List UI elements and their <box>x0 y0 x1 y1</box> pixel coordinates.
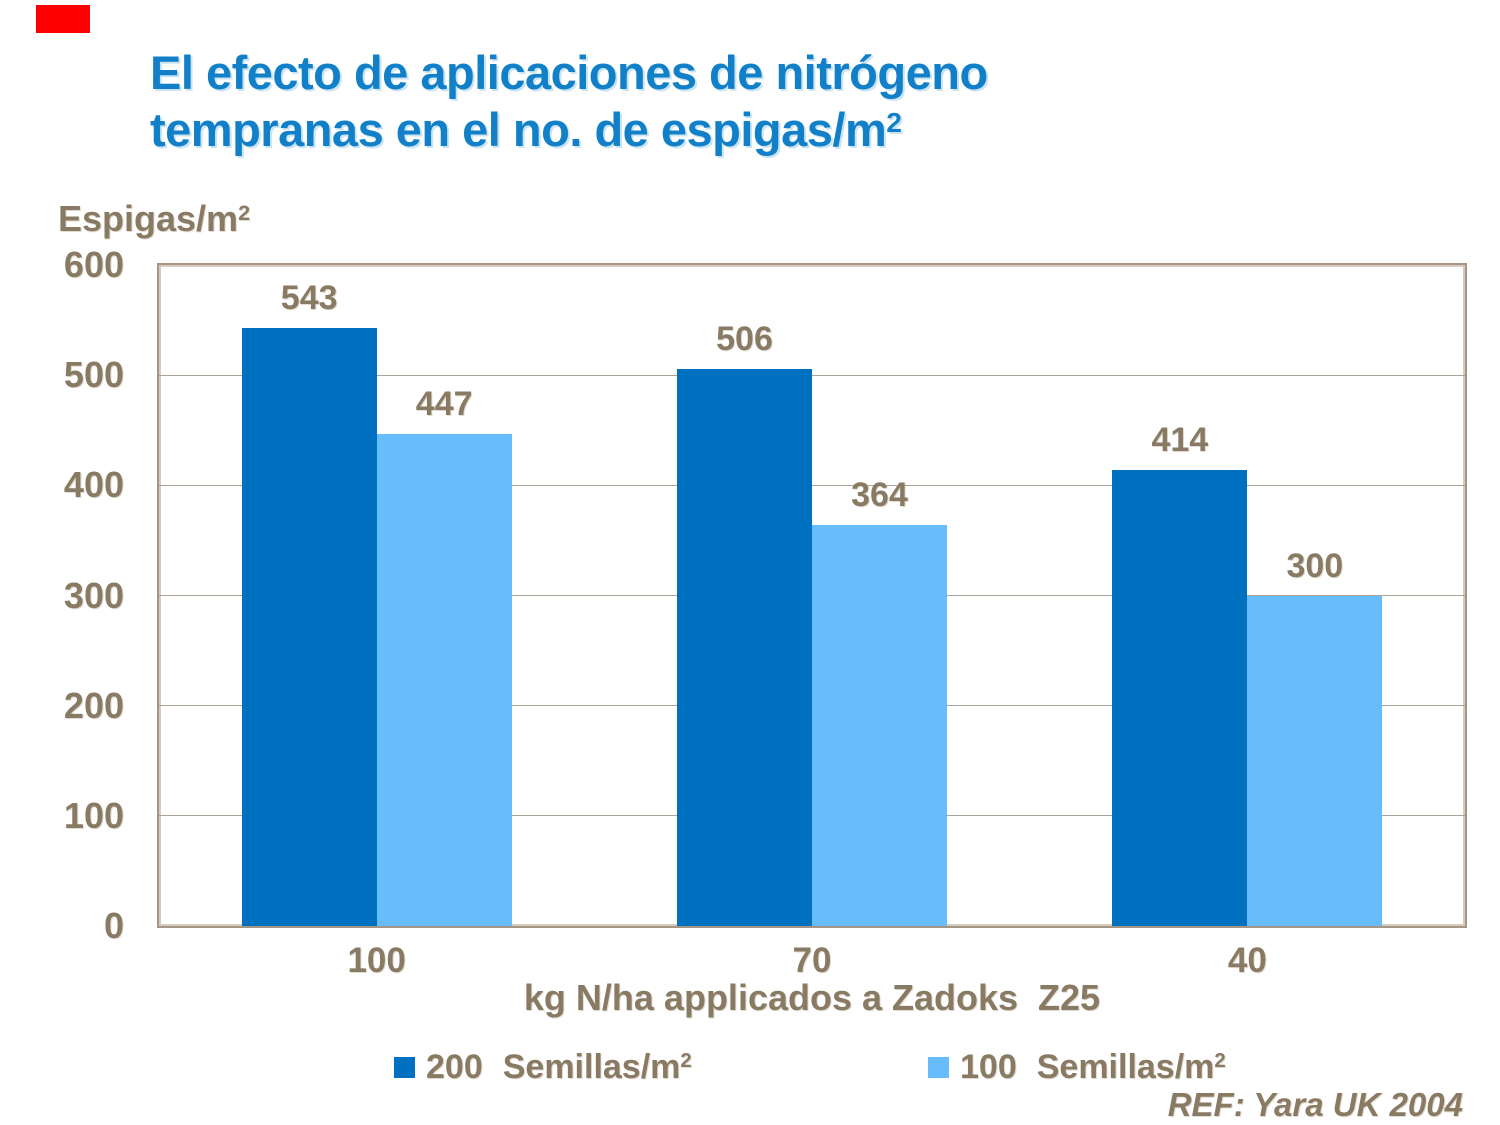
y-tick-label-400: 400 <box>63 464 124 506</box>
bar-value-label-364: 364 <box>851 476 908 514</box>
y-tick-label-500: 500 <box>63 354 124 396</box>
corner-accent-bar <box>36 5 90 33</box>
bar-100-semillas-cat-100 <box>376 433 512 926</box>
bar-200-semillas-cat-70 <box>677 368 812 926</box>
bar-value-label-447: 447 <box>415 384 473 423</box>
y-tick-label-200: 200 <box>63 684 124 726</box>
y-tick-label-0: 0 <box>103 905 124 946</box>
legend-value: 200 <box>426 1047 483 1086</box>
bar-value-label-543: 543 <box>280 278 338 317</box>
legend-unit: Semillas/m2 <box>1036 1047 1226 1086</box>
legend-swatch-light-blue <box>928 1056 949 1078</box>
slide-title-line2: tempranas en el no. de espigas/m <box>150 103 887 156</box>
legend-swatch-dark-blue <box>394 1056 415 1078</box>
legend-value: 100 <box>960 1047 1017 1086</box>
y-axis-title: Espigas/m2 <box>58 198 250 240</box>
bar-200-semillas-cat-100 <box>241 327 377 926</box>
y-axis-title-superscript: 2 <box>238 200 251 226</box>
x-category-label-100: 100 <box>347 941 406 980</box>
bar-200-semillas-cat-40 <box>1112 469 1248 926</box>
legend-entry-series-100: 100 Semillas/m2 <box>928 1046 1226 1088</box>
reference-note: REF: Yara UK 2004 <box>1167 1086 1463 1123</box>
y-tick-label-300: 300 <box>63 574 124 616</box>
slide-title-superscript: 2 <box>886 105 902 138</box>
bar-100-semillas-cat-70 <box>812 525 947 926</box>
bar-100-semillas-cat-40 <box>1247 595 1383 926</box>
bar-value-label-506: 506 <box>716 319 773 358</box>
x-category-label-40: 40 <box>1227 941 1267 980</box>
plot-area: kg N/ha applicados a Zadoks Z25 0 100 200 3… <box>64 244 1467 1018</box>
x-axis-title: kg N/ha applicados a Zadoks Z25 <box>523 977 1101 1018</box>
x-category-label-70: 70 <box>792 941 832 980</box>
y-tick-label-100: 100 <box>63 794 124 836</box>
legend-unit: Semillas/m2 <box>502 1047 692 1086</box>
slide-title-line1: El efecto de aplicaciones de nitrógeno <box>150 46 988 99</box>
bar-value-label-414: 414 <box>1151 420 1209 459</box>
slide-title: El efecto de aplicaciones de nitrógeno t… <box>150 44 988 165</box>
gridline-500 <box>159 374 1465 376</box>
bar-value-label-300: 300 <box>1286 546 1344 585</box>
y-tick-label-600: 600 <box>63 244 124 285</box>
y-axis-title-base: Espigas/m <box>58 198 239 239</box>
gridline-400 <box>159 484 1465 486</box>
legend-entry-series-200: 200 Semillas/m2 <box>394 1046 692 1088</box>
